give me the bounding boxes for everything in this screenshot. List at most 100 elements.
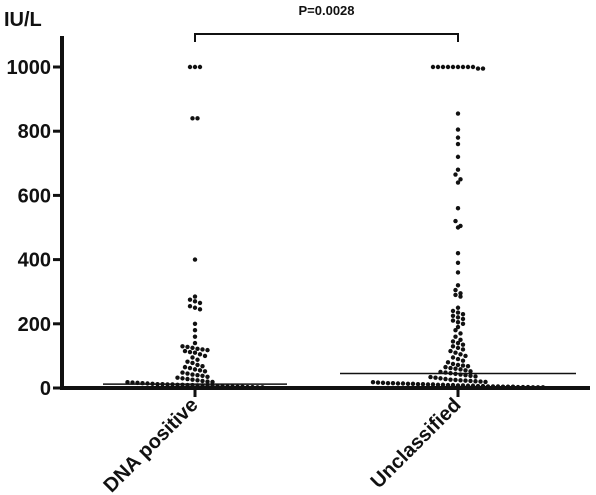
data-point (190, 385, 195, 390)
data-point (375, 380, 381, 385)
data-point (455, 270, 461, 275)
data-point (197, 300, 203, 306)
data-point (520, 384, 526, 390)
data-point (455, 180, 461, 185)
y-tick-label: 400 (18, 250, 51, 272)
data-point (460, 385, 466, 390)
data-point (187, 365, 193, 371)
y-axis-unit-label: IU/L (4, 9, 42, 31)
data-point (470, 383, 476, 388)
data-point (463, 353, 468, 359)
data-point (190, 355, 195, 360)
y-ticks: 0 200 400 600 800 1000 (7, 57, 62, 400)
data-points (125, 64, 546, 390)
data-point (455, 305, 461, 310)
median-lines (103, 372, 576, 385)
data-point (250, 384, 255, 390)
data-point (453, 366, 458, 371)
data-point (443, 364, 448, 370)
data-point (450, 64, 456, 70)
data-point (445, 360, 451, 365)
y-tick-label: 800 (18, 121, 51, 143)
data-point (463, 378, 468, 383)
data-point (460, 311, 466, 317)
data-point (450, 339, 456, 344)
data-point (192, 305, 198, 310)
data-point (473, 379, 478, 384)
data-point (473, 374, 478, 379)
data-point (450, 313, 456, 318)
data-point (458, 291, 463, 296)
data-point (435, 64, 441, 70)
data-point (192, 321, 198, 326)
data-point (458, 367, 463, 372)
data-point (192, 299, 198, 304)
data-point (425, 382, 431, 387)
data-point (202, 353, 208, 359)
data-point (190, 116, 195, 121)
data-point (468, 373, 473, 379)
y-tick-label: 600 (18, 185, 51, 207)
data-point (460, 347, 466, 352)
data-point (480, 383, 486, 389)
data-point (190, 345, 195, 351)
data-point (468, 369, 473, 374)
data-point (450, 355, 456, 360)
data-point (458, 352, 463, 357)
data-point (455, 206, 461, 211)
data-point (455, 260, 461, 266)
data-point (205, 347, 210, 353)
data-point (390, 380, 396, 386)
data-point (453, 377, 458, 383)
data-point (192, 257, 198, 262)
data-point (455, 356, 461, 362)
data-point (197, 64, 203, 70)
data-point (475, 383, 481, 389)
data-point (495, 384, 501, 389)
data-point (535, 385, 541, 390)
data-point (180, 376, 185, 381)
data-point (200, 363, 205, 369)
data-point (415, 381, 421, 387)
data-point (192, 340, 198, 346)
data-point (465, 64, 471, 70)
data-point (255, 385, 260, 390)
data-point (530, 385, 536, 390)
data-point (510, 384, 516, 389)
data-point (197, 352, 203, 357)
data-point (190, 377, 195, 382)
data-point (453, 172, 458, 177)
data-point (455, 385, 461, 390)
data-point (453, 328, 458, 333)
data-point (515, 384, 521, 390)
data-point (458, 331, 463, 336)
data-point (440, 382, 446, 387)
data-point (455, 154, 461, 160)
data-point (465, 383, 471, 388)
data-point (460, 358, 466, 363)
data-point (190, 372, 195, 377)
data-point (182, 348, 188, 354)
data-point (195, 385, 200, 390)
data-point (187, 297, 193, 302)
data-point (525, 384, 531, 390)
data-point (195, 357, 200, 362)
data-point (182, 364, 188, 370)
data-point (470, 64, 476, 70)
data-point (440, 64, 446, 70)
data-point (125, 380, 130, 385)
data-point (220, 383, 225, 389)
data-point (480, 66, 486, 71)
data-point (195, 362, 200, 368)
data-point (455, 111, 461, 116)
data-point (455, 225, 461, 230)
data-point (195, 378, 200, 383)
data-point (445, 382, 451, 388)
y-tick-label: 200 (18, 314, 51, 336)
data-point (455, 167, 461, 172)
data-point (453, 287, 458, 293)
data-point (458, 177, 463, 182)
data-point (540, 385, 546, 390)
data-point (453, 350, 458, 355)
